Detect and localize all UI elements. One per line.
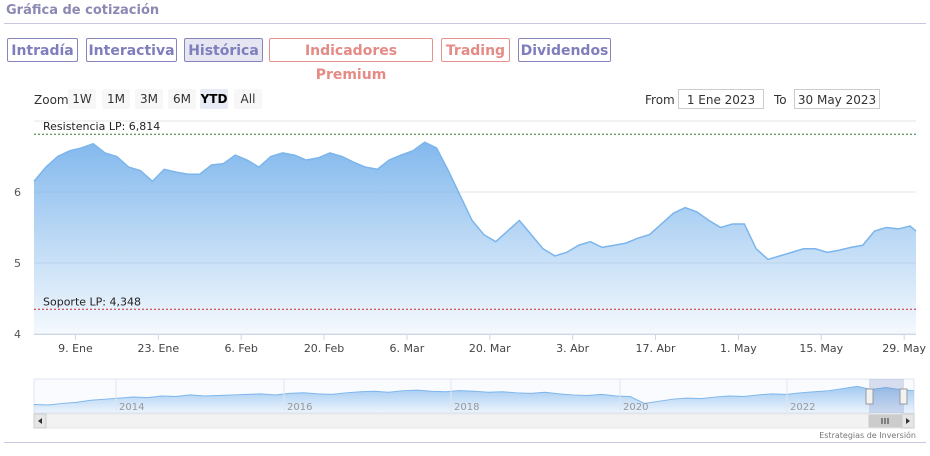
- zoom-all-button[interactable]: All: [234, 89, 262, 109]
- bottom-divider: [4, 442, 926, 443]
- navigator-selection[interactable]: [869, 379, 904, 413]
- navigator-area: [34, 386, 914, 413]
- navigator-tick-label: 2018: [454, 402, 479, 413]
- y-tick-label: 4: [14, 328, 21, 341]
- x-tick-label: 20. Feb: [304, 342, 344, 355]
- navigator-tick-label: 2020: [623, 402, 648, 413]
- x-tick-label: 20. Mar: [469, 342, 511, 355]
- to-date-input[interactable]: 30 May 2023: [794, 89, 880, 109]
- zoom-6m-button[interactable]: 6M: [168, 89, 196, 109]
- tab-indicadores-premium[interactable]: Indicadores Premium: [269, 38, 433, 83]
- tab-dividendos[interactable]: Dividendos: [518, 38, 611, 62]
- scroll-right-arrow-icon: [906, 418, 910, 424]
- navigator-tick-label: 2014: [119, 402, 144, 413]
- zoom-1m-button[interactable]: 1M: [102, 89, 130, 109]
- to-label: To: [774, 93, 787, 107]
- navigator-line: [33, 385, 915, 406]
- scroll-left-arrow-icon: [38, 418, 42, 424]
- x-tick-label: 15. May: [799, 342, 843, 355]
- resistance-label: Resistencia LP: 6,814: [43, 120, 160, 133]
- scrollbar-track[interactable]: [33, 413, 915, 429]
- chart-y-axis: 4 5 6: [14, 186, 21, 341]
- from-date-input[interactable]: 1 Ene 2023: [678, 89, 764, 109]
- x-tick-label: 17. Abr: [636, 342, 676, 355]
- x-tick-label: 6. Feb: [224, 342, 257, 355]
- support-label: Soporte LP: 4,348: [43, 295, 141, 308]
- page-title: Gráfica de cotización: [6, 3, 160, 18]
- price-line: [33, 141, 917, 261]
- tab-interactiva[interactable]: Interactiva: [86, 38, 177, 62]
- navigator-right-handle[interactable]: [899, 388, 908, 405]
- chart-series: [33, 141, 917, 334]
- x-tick-label: 1. May: [720, 342, 757, 355]
- y-tick-label: 5: [14, 257, 21, 270]
- navigator-tick-label: 2016: [287, 402, 312, 413]
- from-label: From: [645, 93, 675, 107]
- tab-intradia[interactable]: Intradía: [7, 38, 78, 62]
- chart-plot-lines: Resistencia LP: 6,814 Soporte LP: 4,348: [34, 120, 916, 310]
- chart-credit: Estrategias de Inversión: [819, 431, 916, 440]
- zoom-1w-button[interactable]: 1W: [68, 89, 96, 109]
- navigator-left-handle[interactable]: [865, 388, 874, 405]
- tab-historica[interactable]: Histórica: [184, 38, 263, 62]
- price-area: [34, 142, 916, 334]
- chart-x-axis: 9. Ene 23. Ene 6. Feb 20. Feb 6. Mar 20. Mar 3…: [34, 334, 927, 355]
- chart-navigator: 2014 2016 2018 2020 2022: [33, 378, 915, 414]
- y-tick-label: 6: [14, 186, 21, 199]
- x-tick-label: 29. May: [882, 342, 926, 355]
- x-tick-label: 6. Mar: [390, 342, 425, 355]
- x-tick-label: 3. Abr: [556, 342, 589, 355]
- zoom-3m-button[interactable]: 3M: [135, 89, 163, 109]
- zoom-label: Zoom: [34, 93, 69, 107]
- chart-scrollbar: [33, 413, 915, 429]
- tab-trading[interactable]: Trading: [441, 38, 510, 62]
- navigator-tick-label: 2022: [790, 402, 815, 413]
- x-tick-label: 9. Ene: [58, 342, 93, 355]
- title-divider: [4, 23, 926, 24]
- zoom-ytd-button[interactable]: YTD: [200, 89, 228, 109]
- x-tick-label: 23. Ene: [137, 342, 179, 355]
